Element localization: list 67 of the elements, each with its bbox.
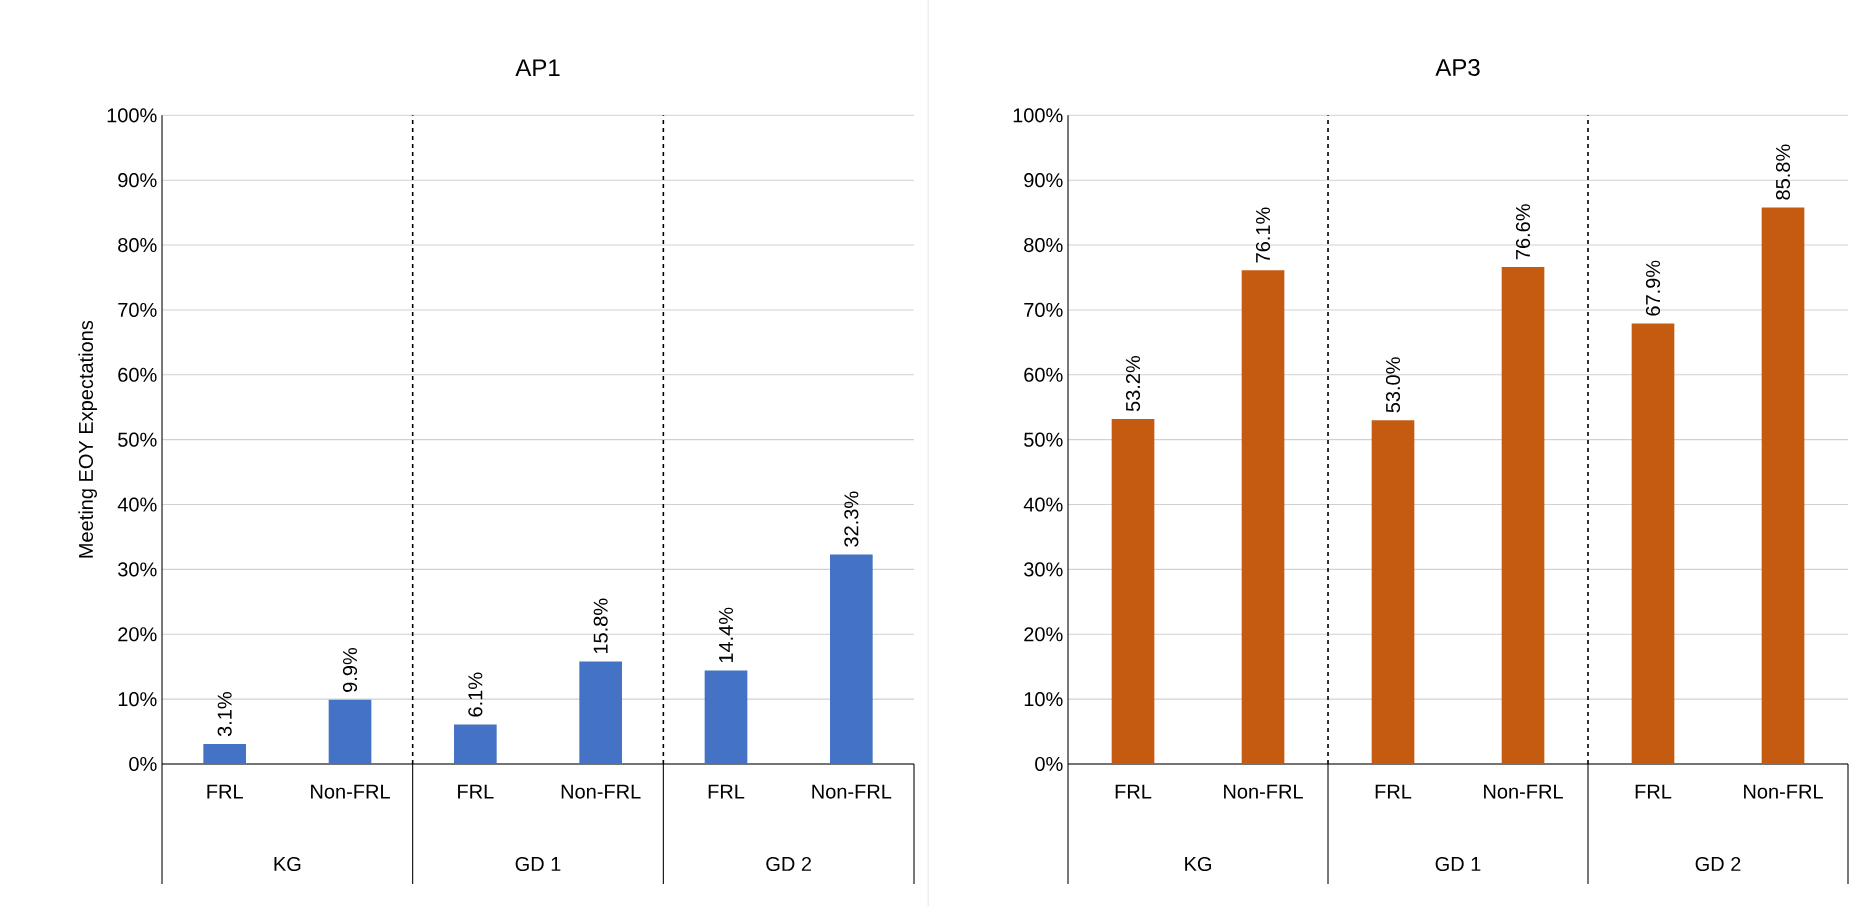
y-tick-label: 70% (1024, 302, 1063, 317)
data-label: 6.1% (468, 672, 483, 717)
y-tick-label: 80% (118, 237, 157, 253)
x-tick-label: Non-FRL (812, 784, 892, 799)
bar (1371, 420, 1415, 764)
text: KG (274, 856, 301, 872)
y-tick-label: 100% (1013, 108, 1063, 123)
y-tick-label: 60% (1024, 367, 1063, 382)
x-tick-label: FRL (207, 784, 243, 799)
bar (1501, 267, 1545, 764)
y-tick-label: 30% (1024, 562, 1063, 577)
text: GD 1 (1435, 856, 1481, 872)
x-tick-label: FRL (1375, 784, 1412, 799)
data-label: 32.3% (844, 491, 859, 547)
y-tick-label: 20% (118, 627, 157, 642)
bar (830, 554, 873, 764)
chart-title: AP1 (515, 59, 560, 76)
text: GD 2 (1695, 856, 1741, 872)
y-tick-label: 10% (1024, 692, 1063, 707)
data-label: 14.4% (719, 607, 734, 663)
data-label: 76.1% (1255, 207, 1271, 263)
data-label: 15.8% (593, 598, 608, 654)
y-tick-label: 50% (118, 432, 157, 447)
bar (203, 743, 247, 764)
y-axis-title: Meeting EOY Expectations (78, 320, 97, 558)
bar (1761, 207, 1805, 764)
x-tick-label: FRL (458, 784, 494, 799)
y-tick-label: 90% (118, 173, 157, 188)
y-tick-label: 100% (107, 108, 157, 123)
x-tick-label: Non-FRL (1224, 784, 1303, 799)
text: GD 1 (515, 856, 561, 872)
y-tick-label: 60% (118, 367, 157, 382)
x-tick-label: Non-FRL (311, 784, 390, 799)
data-label: 53.2% (1125, 355, 1141, 412)
y-tick-label: 80% (1024, 237, 1063, 253)
y-tick-label: 0% (129, 756, 157, 772)
data-label: 9.9% (342, 647, 358, 692)
y-tick-label: 10% (118, 692, 157, 707)
data-label: 85.8% (1775, 144, 1791, 200)
x-tick-label: Non-FRL (1484, 784, 1563, 799)
data-label: 3.1% (217, 692, 232, 737)
bar (328, 699, 372, 764)
chart-title: AP3 (1435, 58, 1480, 76)
bar (454, 724, 497, 764)
y-tick-label: 20% (1024, 627, 1063, 642)
x-tick-label: FRL (1115, 784, 1152, 799)
x-tick-label: Non-FRL (1744, 784, 1823, 799)
bar (1241, 270, 1285, 764)
x-tick-label: FRL (708, 784, 745, 799)
bar (1631, 323, 1675, 764)
x-tick-label: Non-FRL (561, 784, 641, 799)
data-label: 67.9% (1645, 260, 1661, 316)
text: KG (1185, 856, 1211, 872)
x-tick-label: FRL (1635, 784, 1672, 799)
text: GD 2 (766, 856, 811, 872)
y-tick-label: 50% (1024, 432, 1063, 447)
y-tick-label: 30% (118, 562, 157, 577)
y-tick-label: 70% (118, 302, 157, 317)
data-label: 76.6% (1515, 204, 1531, 260)
y-tick-label: 40% (1023, 497, 1063, 512)
y-tick-label: 40% (117, 497, 157, 512)
bar (1111, 418, 1155, 764)
data-label: 53.0% (1385, 357, 1401, 413)
bar (704, 670, 748, 764)
y-tick-label: 0% (1035, 756, 1063, 772)
y-tick-label: 90% (1024, 173, 1063, 188)
bar (579, 661, 623, 764)
